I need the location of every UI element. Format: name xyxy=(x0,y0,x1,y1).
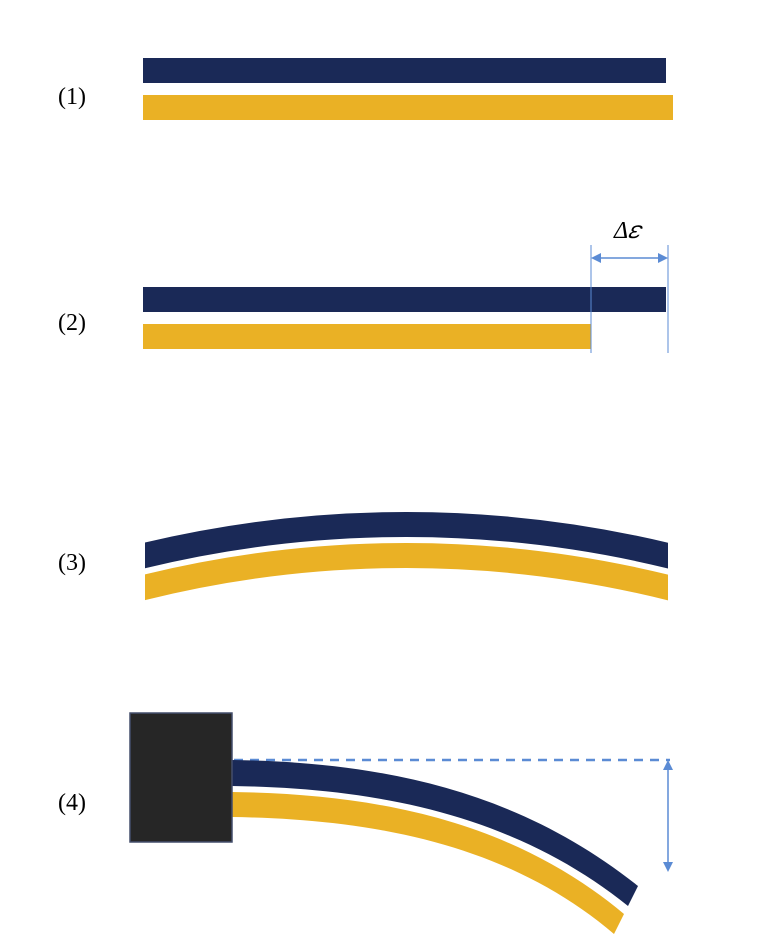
diagram-stage: (1) (2) Δ𝜀 (3) (4) xyxy=(0,0,776,946)
panel-4-cantilever xyxy=(0,0,776,946)
